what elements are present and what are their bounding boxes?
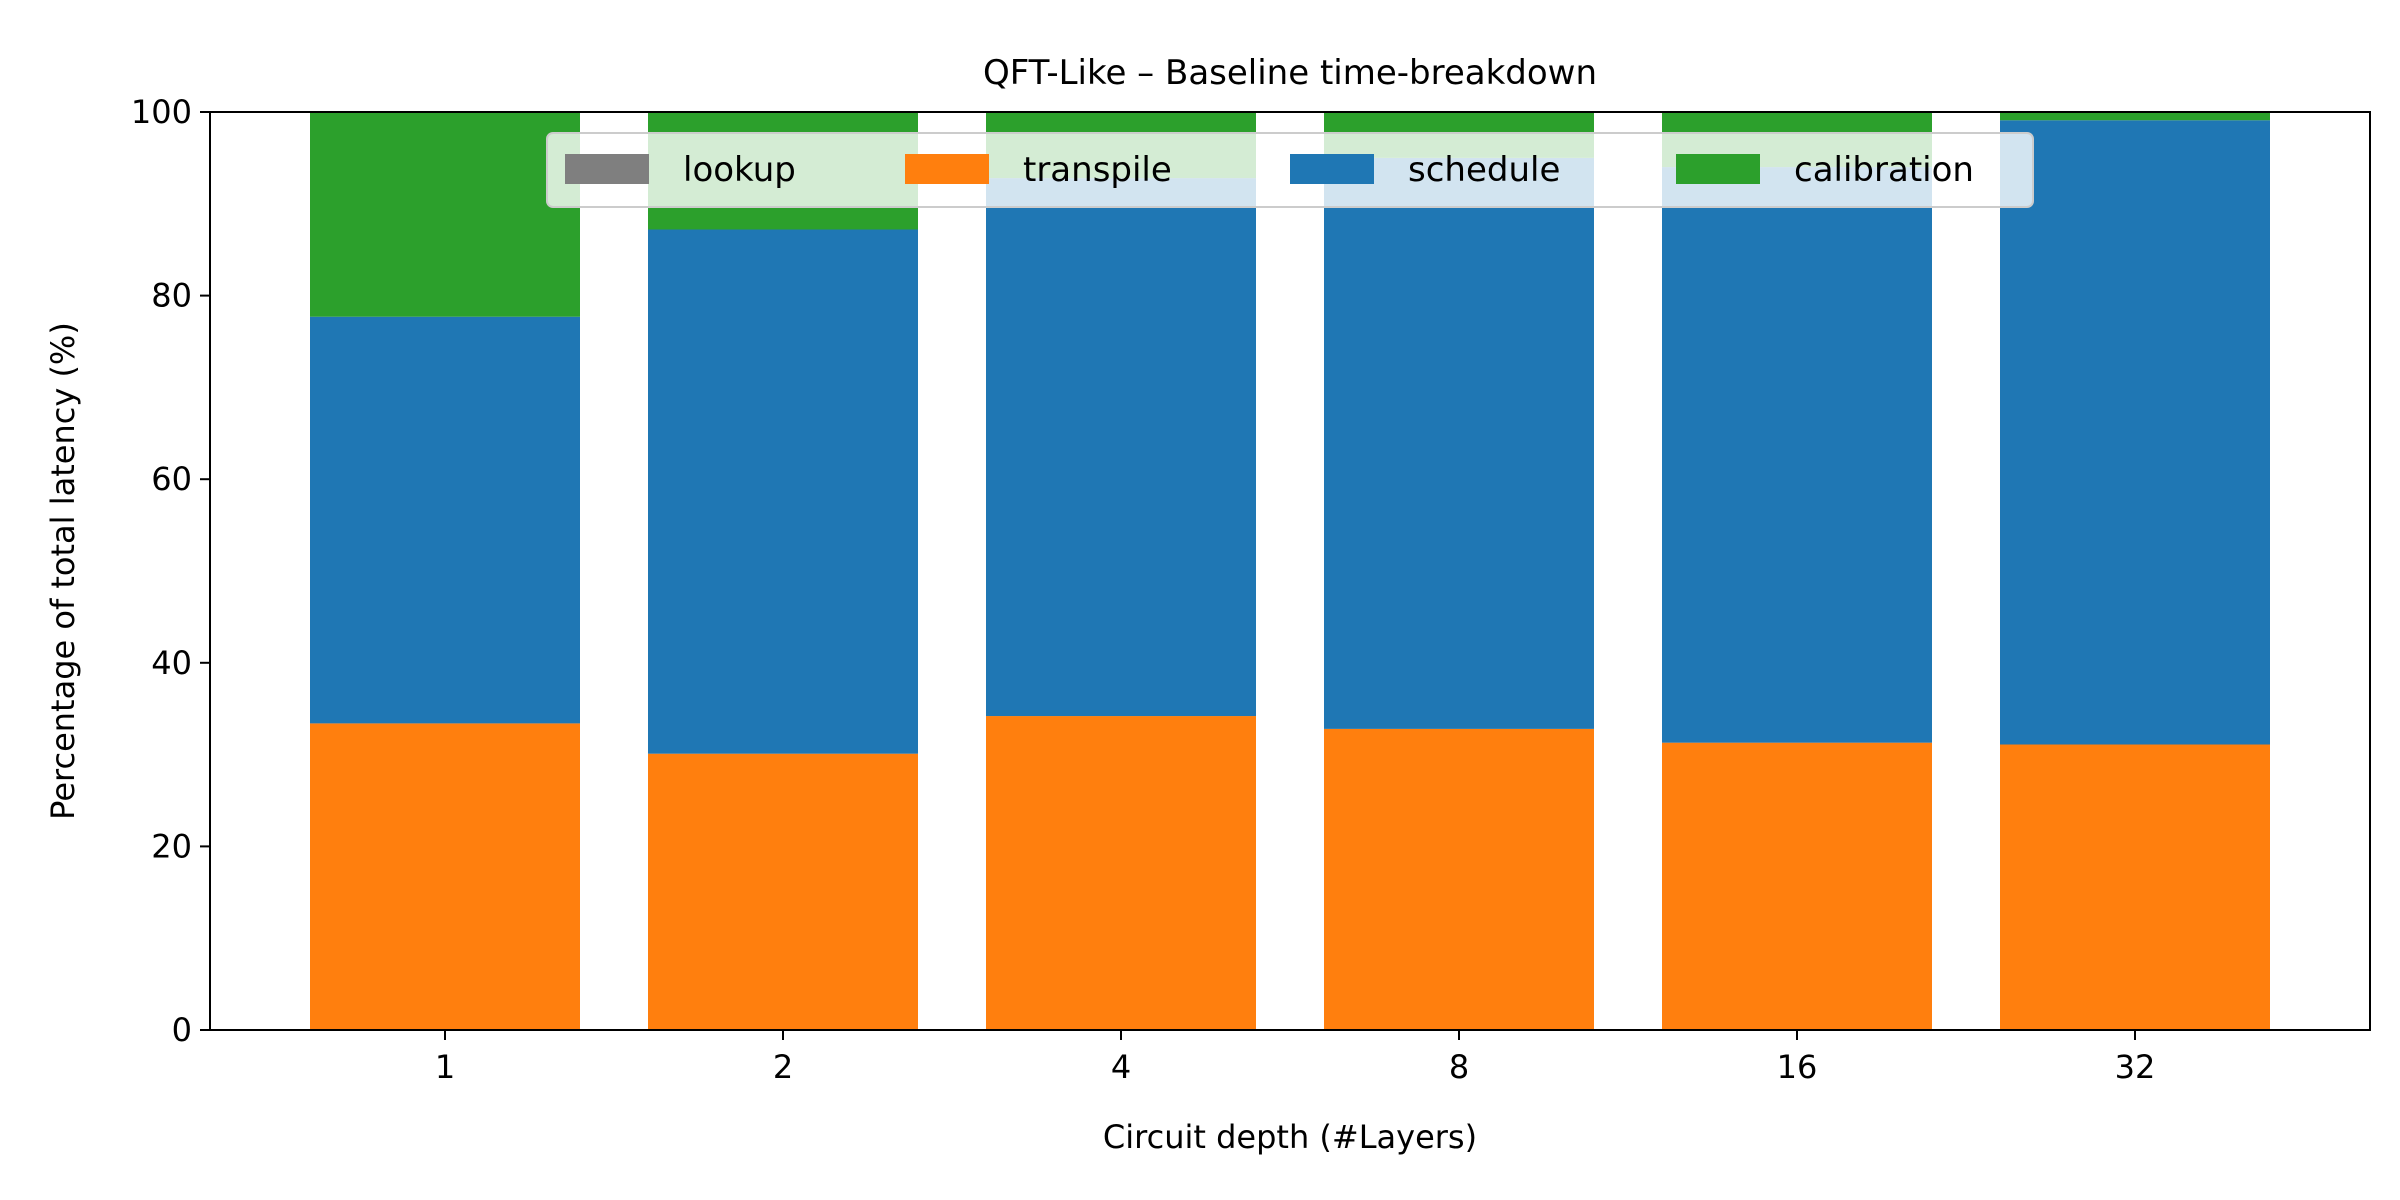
y-tick-label: 80 — [151, 277, 192, 315]
bar-transpile-32 — [2000, 744, 2270, 1030]
x-tick-label: 32 — [2115, 1048, 2156, 1086]
bar-transpile-1 — [310, 723, 580, 1030]
y-tick-label: 100 — [131, 93, 192, 131]
bar-transpile-2 — [648, 753, 918, 1030]
bar-schedule-2 — [648, 229, 918, 754]
x-axis-label: Circuit depth (#Layers) — [1103, 1118, 1477, 1156]
plot-frame — [209, 111, 2371, 1031]
legend-swatch-lookup — [565, 154, 649, 184]
x-tick-label: 1 — [435, 1048, 455, 1086]
bar-schedule-32 — [2000, 120, 2270, 745]
bar-transpile-8 — [1324, 728, 1594, 1030]
bars-layer — [310, 112, 2270, 1030]
legend-label-schedule: schedule — [1408, 150, 1560, 190]
x-tick-label: 8 — [1449, 1048, 1469, 1086]
y-axis: 0 20 40 60 80 100 — [131, 93, 210, 1049]
bar-transpile-16 — [1662, 742, 1932, 1030]
x-tick-label: 4 — [1111, 1048, 1131, 1086]
bar-schedule-4 — [986, 178, 1256, 717]
bar-transpile-4 — [986, 716, 1256, 1030]
y-tick-label: 60 — [151, 460, 192, 498]
y-axis-label: Percentage of total latency (%) — [44, 322, 82, 820]
x-tick-label: 2 — [773, 1048, 793, 1086]
y-tick-label: 20 — [151, 827, 192, 865]
chart-title: QFT-Like – Baseline time-breakdown — [983, 53, 1597, 93]
bar-calibration-1 — [310, 112, 580, 317]
legend-label-transpile: transpile — [1023, 150, 1172, 190]
x-axis: 1 2 4 8 16 32 — [435, 1030, 2156, 1086]
legend-swatch-calibration — [1676, 154, 1760, 184]
bar-schedule-8 — [1324, 157, 1594, 729]
y-tick-label: 0 — [172, 1011, 192, 1049]
x-tick-label: 16 — [1777, 1048, 1818, 1086]
legend-swatch-schedule — [1290, 154, 1374, 184]
bar-schedule-1 — [310, 316, 580, 724]
legend-label-lookup: lookup — [683, 150, 796, 190]
y-tick-label: 40 — [151, 644, 192, 682]
bar-schedule-16 — [1662, 167, 1932, 743]
bar-calibration-32 — [2000, 112, 2270, 121]
legend-swatch-transpile — [905, 154, 989, 184]
legend-label-calibration: calibration — [1794, 150, 1974, 190]
legend: lookup transpile schedule calibration — [546, 132, 2034, 208]
